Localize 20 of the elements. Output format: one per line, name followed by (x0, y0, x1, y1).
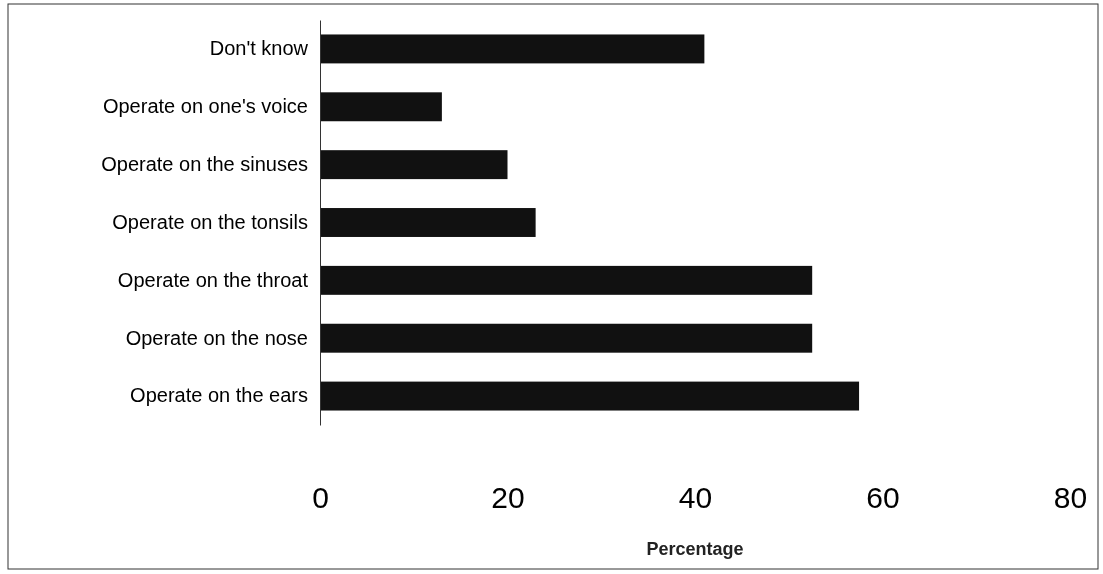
y-tick-label: Operate on the ears (130, 384, 308, 407)
bar (320, 265, 813, 295)
bar (320, 150, 508, 180)
x-tick-label: 40 (678, 481, 713, 515)
x-tick-label: 80 (1053, 481, 1088, 515)
x-tick-label: 60 (866, 481, 900, 515)
bar (320, 323, 813, 353)
bar (320, 34, 705, 64)
y-tick-label: Operate on the sinuses (101, 153, 308, 176)
bar (320, 92, 442, 122)
y-tick-label: Operate on one's voice (102, 95, 308, 118)
bar (320, 381, 860, 411)
y-tick-label: Operate on the tonsils (112, 210, 308, 233)
y-tick-label: Operate on the nose (125, 326, 308, 349)
x-tick-label: 0 (312, 481, 329, 515)
x-tick-label: 20 (491, 481, 525, 515)
bar (320, 208, 536, 237)
y-tick-label: Operate on the throat (117, 268, 309, 291)
y-tick-label: Don't know (209, 37, 309, 60)
x-axis-title: Percentage (646, 539, 744, 559)
